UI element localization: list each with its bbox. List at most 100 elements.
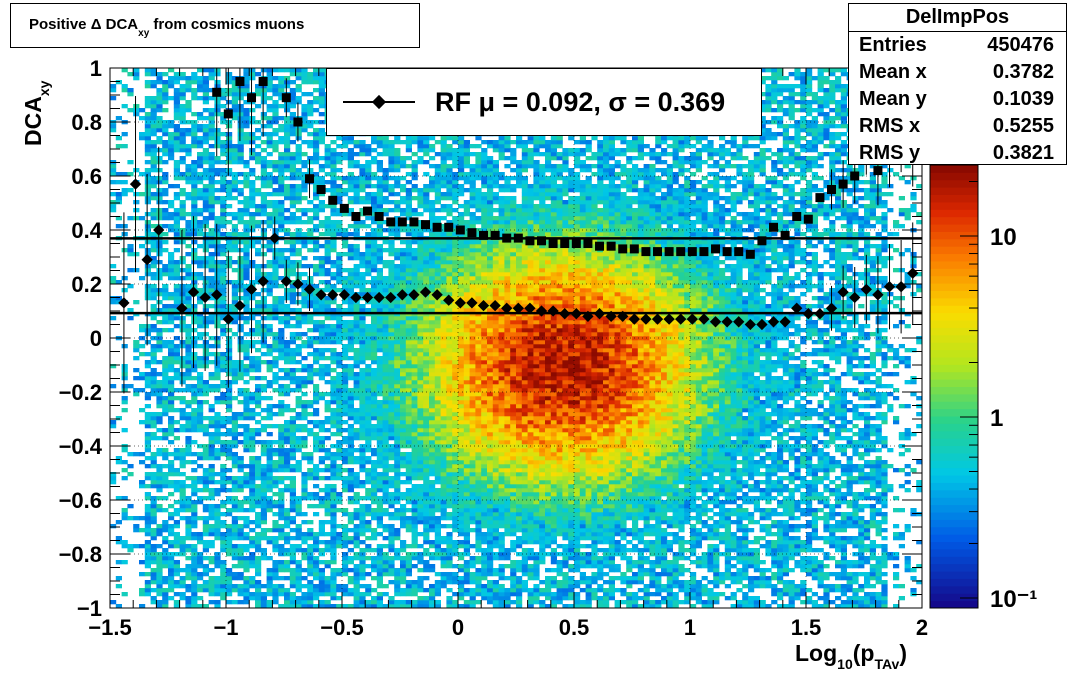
heatmap-cell <box>226 428 233 433</box>
heatmap-cell <box>133 104 140 109</box>
heatmap-cell <box>197 540 204 545</box>
heatmap-cell <box>266 600 273 605</box>
heatmap-cell <box>388 304 395 309</box>
heatmap-cell <box>313 444 320 449</box>
heatmap-cell <box>156 336 163 341</box>
heatmap-cell <box>220 520 227 525</box>
heatmap-cell <box>365 268 372 273</box>
heatmap-cell <box>318 264 325 269</box>
heatmap-cell <box>400 432 407 437</box>
heatmap-cell <box>353 196 360 201</box>
heatmap-cell <box>400 408 407 413</box>
heatmap-cell <box>365 152 372 157</box>
heatmap-cell <box>353 356 360 361</box>
heatmap-cell <box>313 512 320 517</box>
heatmap-cell <box>382 460 389 465</box>
heatmap-cell <box>197 384 204 389</box>
heatmap-cell <box>202 100 209 105</box>
heatmap-cell <box>388 272 395 277</box>
heatmap-cell <box>162 536 169 541</box>
heatmap-cell <box>272 284 279 289</box>
heatmap-cell <box>266 444 273 449</box>
heatmap-cell <box>144 404 151 409</box>
heatmap-cell <box>214 488 221 493</box>
heatmap-cell <box>249 592 256 597</box>
heatmap-cell <box>150 128 157 133</box>
heatmap-cell <box>214 280 221 285</box>
heatmap-cell <box>185 364 192 369</box>
heatmap-cell <box>173 468 180 473</box>
heatmap-cell <box>144 504 151 509</box>
heatmap-cell <box>411 348 418 353</box>
heatmap-cell <box>394 592 401 597</box>
heatmap-cell <box>289 356 296 361</box>
heatmap-cell <box>417 492 424 497</box>
heatmap-cell <box>208 204 215 209</box>
heatmap-cell <box>400 240 407 245</box>
heatmap-cell <box>301 424 308 429</box>
heatmap-cell <box>278 548 285 553</box>
heatmap-cell <box>255 540 262 545</box>
heatmap-cell <box>284 560 291 565</box>
heatmap-cell <box>301 232 308 237</box>
heatmap-cell <box>156 248 163 253</box>
heatmap-cell <box>365 492 372 497</box>
heatmap-cell <box>266 568 273 573</box>
heatmap-cell <box>266 316 273 321</box>
heatmap-cell <box>289 408 296 413</box>
heatmap-cell <box>133 356 140 361</box>
heatmap-cell <box>388 400 395 405</box>
heatmap-cell <box>162 448 169 453</box>
heatmap-cell <box>185 100 192 105</box>
heatmap-cell <box>272 448 279 453</box>
heatmap-cell <box>359 164 366 169</box>
heatmap-cell <box>318 92 325 97</box>
heatmap-cell <box>313 132 320 137</box>
heatmap-cell <box>318 300 325 305</box>
heatmap-cell <box>185 436 192 441</box>
heatmap-cell <box>400 524 407 529</box>
heatmap-cell <box>330 152 337 157</box>
heatmap-cell <box>156 448 163 453</box>
heatmap-cell <box>197 128 204 133</box>
heatmap-cell <box>284 316 291 321</box>
heatmap-cell <box>295 512 302 517</box>
heatmap-cell <box>347 588 354 593</box>
heatmap-cell <box>150 108 157 113</box>
heatmap-cell <box>371 488 378 493</box>
heatmap-cell <box>289 560 296 565</box>
heatmap-cell <box>336 260 343 265</box>
heatmap-cell <box>260 300 267 305</box>
heatmap-cell <box>237 432 244 437</box>
heatmap-cell <box>394 448 401 453</box>
heatmap-cell <box>376 400 383 405</box>
heatmap-cell <box>423 464 430 469</box>
heatmap-cell <box>197 300 204 305</box>
heatmap-cell <box>365 196 372 201</box>
heatmap-cell <box>110 276 117 281</box>
heatmap-cell <box>266 224 273 229</box>
heatmap-cell <box>249 476 256 481</box>
heatmap-cell <box>342 156 349 161</box>
heatmap-cell <box>243 496 250 501</box>
heatmap-cell <box>168 408 175 413</box>
heatmap-cell <box>388 344 395 349</box>
heatmap-cell <box>202 520 209 525</box>
heatmap-cell <box>173 544 180 549</box>
heatmap-cell <box>150 216 157 221</box>
heatmap-cell <box>330 352 337 357</box>
heatmap-cell <box>278 260 285 265</box>
heatmap-cell <box>417 568 424 573</box>
heatmap-cell <box>266 76 273 81</box>
heatmap-cell <box>202 572 209 577</box>
heatmap-cell <box>260 68 267 73</box>
heatmap-cell <box>376 256 383 261</box>
heatmap-cell <box>313 300 320 305</box>
heatmap-cell <box>336 272 343 277</box>
heatmap-cell <box>266 472 273 477</box>
heatmap-cell <box>191 600 198 605</box>
heatmap-cell <box>173 488 180 493</box>
heatmap-cell <box>266 584 273 589</box>
heatmap-cell <box>284 464 291 469</box>
heatmap-cell <box>255 280 262 285</box>
